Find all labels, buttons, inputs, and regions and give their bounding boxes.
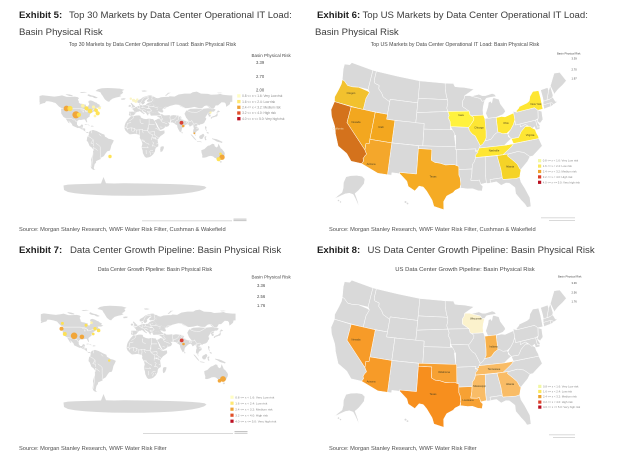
svg-text:2.4 <= x < 3.2: Medium risk: 2.4 <= x < 3.2: Medium risk [543,395,577,399]
svg-text:2.70: 2.70 [572,68,578,72]
svg-text:0.8 <= x < 1.6: Very Low risk: 0.8 <= x < 1.6: Very Low risk [242,94,283,98]
svg-text:2.56: 2.56 [572,291,578,295]
svg-text:Arizona: Arizona [367,380,376,384]
svg-text:1.76: 1.76 [572,300,578,304]
svg-text:4.0 <= x <= 5.0: Very high ri: 4.0 <= x <= 5.0: Very high risk [543,405,581,409]
svg-text:1.6 <= x < 2.4: Low risk: 1.6 <= x < 2.4: Low risk [235,401,268,405]
svg-text:2.70: 2.70 [256,74,265,79]
svg-text:0.8 <= x < 1.6: Very Low risk: 0.8 <= x < 1.6: Very Low risk [235,395,275,399]
svg-text:Oregon: Oregon [347,91,356,95]
svg-text:Basin Physical Risk: Basin Physical Risk [557,52,581,56]
svg-text:Texas: Texas [430,392,437,396]
svg-text:2.56: 2.56 [257,294,266,299]
svg-text:3.2 <= x < 4.0: High risk: 3.2 <= x < 4.0: High risk [543,400,573,404]
svg-text:Texas: Texas [430,175,437,179]
svg-text:0.8 <= x < 1.6: Very Low risk: 0.8 <= x < 1.6: Very Low risk [543,384,579,388]
svg-text:1.6 <= x < 2.4: Low risk: 1.6 <= x < 2.4: Low risk [543,390,573,394]
svg-text:Oklahoma: Oklahoma [438,370,450,374]
svg-text:California: California [333,127,345,131]
svg-text:3.36: 3.36 [572,281,578,285]
svg-text:4.0 <= x <= 5.0: Very high ri: 4.0 <= x <= 5.0: Very high risk [543,180,581,184]
svg-text:3.2 <= x < 4.0: High risk: 3.2 <= x < 4.0: High risk [242,111,276,115]
svg-text:2.4 <= x < 3.2: Medium risk: 2.4 <= x < 3.2: Medium risk [242,105,281,109]
svg-text:Nevada: Nevada [352,120,361,124]
svg-text:Virginia: Virginia [526,133,535,137]
svg-text:Arizona: Arizona [367,162,376,166]
svg-text:Chicago: Chicago [474,126,484,130]
svg-text:Wisconsin: Wisconsin [470,317,482,321]
svg-text:4.0 <= x <= 5.0: Very high ri: 4.0 <= x <= 5.0: Very high risk [242,117,285,121]
svg-text:Basin Physical Risk: Basin Physical Risk [252,275,292,280]
svg-text:3.2 <= x < 4.0: High risk: 3.2 <= x < 4.0: High risk [235,413,268,417]
svg-text:3.36: 3.36 [257,283,266,288]
svg-text:Louisiana: Louisiana [462,398,474,402]
svg-text:Mississippi: Mississippi [473,384,486,388]
svg-text:Utah: Utah [378,125,384,129]
svg-text:Atlanta: Atlanta [506,165,515,169]
svg-text:Nashville: Nashville [489,149,500,153]
svg-text:Basin Physical Risk: Basin Physical Risk [558,275,582,279]
svg-text:Atlanta: Atlanta [506,382,515,386]
svg-text:1.97: 1.97 [572,77,578,81]
svg-text:Tennessee: Tennessee [488,367,501,371]
svg-text:4.0 <= x <= 5.0: Very high ri: 4.0 <= x <= 5.0: Very high risk [235,419,277,423]
svg-text:New York: New York [531,102,543,106]
svg-text:2.00: 2.00 [256,87,265,92]
svg-text:3.2 <= x < 4.0: High risk: 3.2 <= x < 4.0: High risk [543,175,573,179]
svg-text:1.6 <= x < 2.4: Low risk: 1.6 <= x < 2.4: Low risk [543,164,573,168]
svg-text:3.39: 3.39 [572,57,578,61]
svg-text:Ohio: Ohio [503,121,509,125]
svg-text:2.4 <= x < 3.2: Medium risk: 2.4 <= x < 3.2: Medium risk [235,407,273,411]
svg-text:1.6 <= x < 2.4: Low risk: 1.6 <= x < 2.4: Low risk [242,100,275,104]
svg-text:1.76: 1.76 [257,303,266,308]
svg-text:2.4 <= x < 3.2: Medium risk: 2.4 <= x < 3.2: Medium risk [543,170,577,174]
svg-text:Indiana: Indiana [489,344,498,348]
svg-text:Iowa: Iowa [458,113,464,117]
svg-text:0.8 <= x < 1.6: Very Low risk: 0.8 <= x < 1.6: Very Low risk [543,159,579,163]
svg-text:Basin Physical Risk: Basin Physical Risk [252,53,292,58]
svg-text:Nevada: Nevada [352,338,361,342]
svg-text:3.39: 3.39 [256,60,265,65]
